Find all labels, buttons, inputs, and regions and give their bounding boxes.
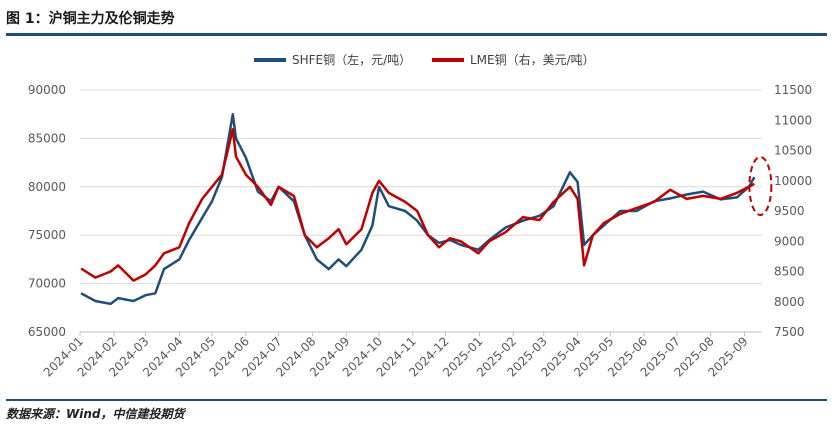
y-right-tick-label: 10000 bbox=[774, 174, 812, 188]
y-right-tick-label: 8000 bbox=[774, 295, 805, 309]
top-divider bbox=[6, 33, 827, 36]
x-axis: 2024-012024-022024-032024-042024-052024-… bbox=[41, 332, 751, 380]
y-right-tick-label: 9500 bbox=[774, 204, 805, 218]
series-line-lme bbox=[80, 128, 755, 282]
y-left-tick-label: 90000 bbox=[28, 83, 66, 97]
y-right-tick-label: 8500 bbox=[774, 265, 805, 279]
figure-title: 图 1：沪铜主力及伦铜走势 bbox=[6, 11, 175, 27]
y-left-tick-label: 80000 bbox=[28, 180, 66, 194]
bottom-divider bbox=[6, 399, 827, 401]
y-left-tick-label: 70000 bbox=[28, 277, 66, 291]
source-note: 数据来源：Wind，中信建投期货 bbox=[6, 407, 185, 421]
y-left-tick-label: 75000 bbox=[28, 228, 66, 242]
right-y-axis: 7500 8000 8500 9000 9500 10000 10500 11000 11500 bbox=[774, 83, 812, 339]
y-right-tick-label: 11000 bbox=[774, 113, 812, 127]
latest-value-highlight bbox=[748, 156, 773, 216]
y-left-tick-label: 65000 bbox=[28, 325, 66, 339]
copper-price-chart: 65000 70000 75000 80000 85000 90000 7500 8000 8… bbox=[28, 52, 812, 380]
y-right-tick-label: 7500 bbox=[774, 325, 805, 339]
left-y-axis: 65000 70000 75000 80000 85000 90000 bbox=[28, 83, 66, 339]
legend: SHFE铜（左，元/吨） LME铜（右，美元/吨） bbox=[254, 52, 595, 67]
y-right-tick-label: 10500 bbox=[774, 144, 812, 158]
series-lines bbox=[80, 112, 756, 306]
legend-label-lme: LME铜（右，美元/吨） bbox=[470, 52, 595, 67]
gridlines bbox=[80, 89, 762, 333]
y-right-tick-label: 11500 bbox=[774, 83, 812, 97]
series-line-shfe bbox=[80, 112, 756, 306]
y-left-tick-label: 85000 bbox=[28, 131, 66, 145]
highlight-ellipse bbox=[748, 156, 773, 216]
y-right-tick-label: 9000 bbox=[774, 234, 805, 248]
legend-label-shfe: SHFE铜（左，元/吨） bbox=[292, 52, 411, 67]
